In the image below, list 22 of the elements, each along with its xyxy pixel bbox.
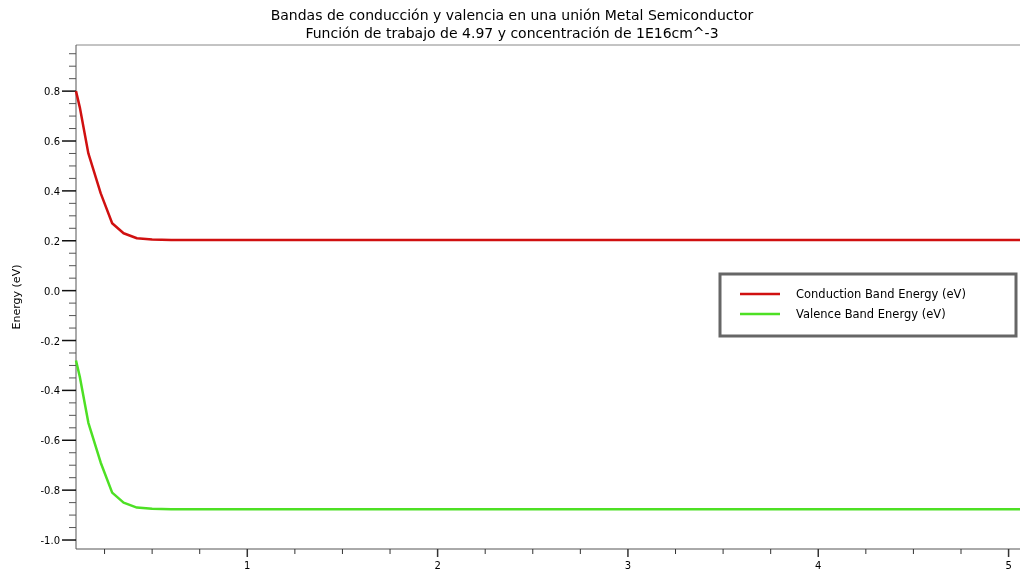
x-tick-label: 1 xyxy=(244,560,251,571)
y-tick-label: 0.6 xyxy=(44,136,60,148)
line-series xyxy=(74,359,1020,511)
y-tick-label: 0.8 xyxy=(44,86,60,98)
y-tick-label: -0.8 xyxy=(40,485,60,497)
y-tick-label: -0.4 xyxy=(40,385,60,397)
y-tick-label: 0.4 xyxy=(44,185,60,197)
x-tick-label: 3 xyxy=(624,560,632,571)
y-tick-label: -0.6 xyxy=(40,435,60,447)
y-tick-label: -1.0 xyxy=(40,535,60,547)
line-series xyxy=(74,89,1020,242)
chart-title: Bandas de conducción y valencia en una unión Metal Semiconductor xyxy=(270,7,754,23)
legend-label: Valence Band Energy (eV) xyxy=(796,307,946,321)
y-axis-title: Energy (eV) xyxy=(10,264,23,330)
x-tick-label: 2 xyxy=(434,560,441,571)
x-tick-label: 4 xyxy=(815,560,822,571)
y-tick-label: 0.0 xyxy=(44,285,60,297)
y-tick-label: -0.2 xyxy=(40,335,60,347)
legend-label: Conduction Band Energy (eV) xyxy=(796,287,966,301)
y-tick-label: 0.2 xyxy=(44,235,60,247)
chart-subtitle: Función de trabajo de 4.97 y concentración de 1E16cm^-3 xyxy=(305,25,719,41)
x-tick-label: 5 xyxy=(1005,560,1012,571)
